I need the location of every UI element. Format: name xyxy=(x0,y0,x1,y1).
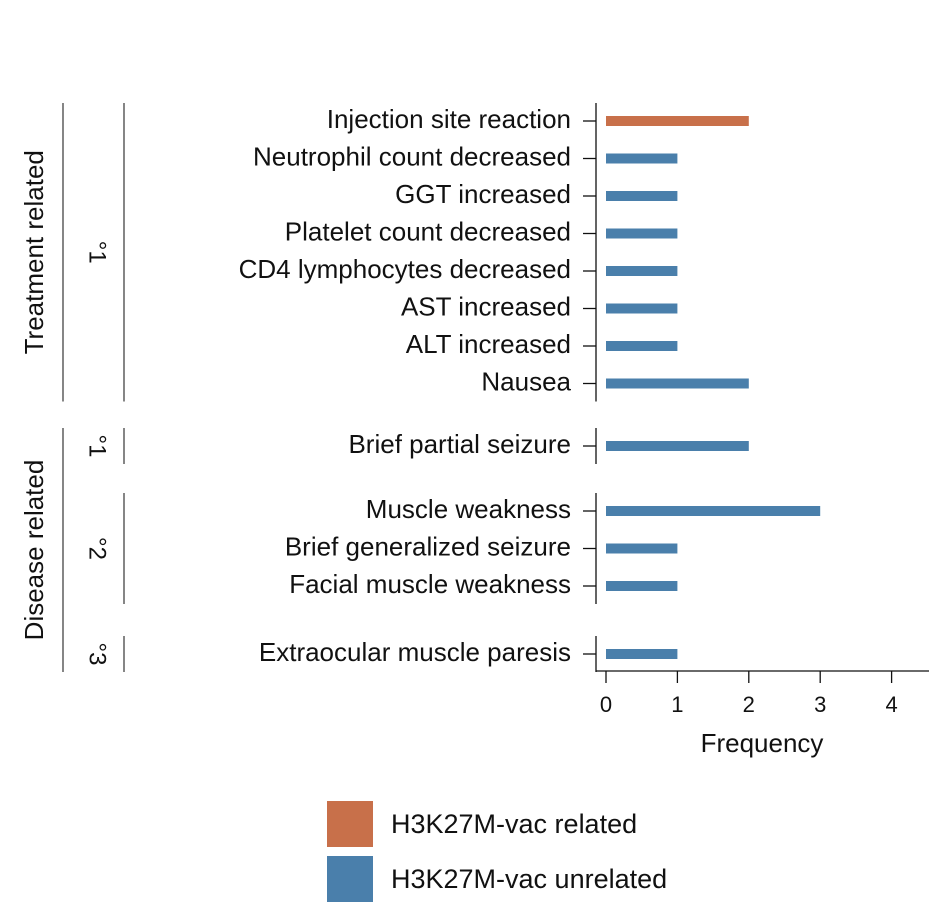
category-label-brief-generalized-seizure: Brief generalized seizure xyxy=(285,531,571,561)
group-label-disease-related: Disease related xyxy=(19,460,49,641)
category-label-cd4-lymphocytes-decreased: CD4 lymphocytes decreased xyxy=(239,254,571,284)
bar-platelet-count-decreased xyxy=(606,228,678,239)
category-label-ggt-increased: GGT increased xyxy=(395,179,571,209)
category-label-platelet-count-decreased: Platelet count decreased xyxy=(285,216,571,246)
bar-brief-generalized-seizure xyxy=(606,543,678,554)
category-label-nausea: Nausea xyxy=(481,366,571,396)
category-label-facial-muscle-weakness: Facial muscle weakness xyxy=(289,569,571,599)
legend-item-unrelated: H3K27M-vac unrelated xyxy=(327,856,667,902)
bar-brief-partial-seizure xyxy=(606,441,749,451)
bar-extraocular-muscle-paresis xyxy=(606,649,678,659)
group-label-treatment-related: Treatment related xyxy=(19,150,49,354)
x-tick-label: 0 xyxy=(600,692,612,717)
category-label-brief-partial-seizure: Brief partial seizure xyxy=(348,429,571,459)
bar-facial-muscle-weakness xyxy=(606,581,678,591)
legend-item-related: H3K27M-vac related xyxy=(327,801,637,847)
bar-injection-site-reaction xyxy=(606,116,749,126)
bar-neutrophil-count-decreased xyxy=(606,153,678,164)
bar-ast-increased xyxy=(606,303,678,314)
grade-label: °3 xyxy=(84,643,111,666)
bar-alt-increased xyxy=(606,341,678,351)
legend-label-related: H3K27M-vac related xyxy=(391,809,638,839)
bar-cd4-lymphocytes-decreased xyxy=(606,266,678,276)
bar-muscle-weakness xyxy=(606,506,821,516)
x-tick-label: 4 xyxy=(885,692,897,717)
grade-label: °2 xyxy=(84,537,111,560)
x-axis-label: Frequency xyxy=(701,728,824,758)
grade-label: °1 xyxy=(84,435,111,458)
grade-label: °1 xyxy=(84,241,111,264)
x-tick-label: 2 xyxy=(743,692,755,717)
category-label-neutrophil-count-decreased: Neutrophil count decreased xyxy=(253,141,571,171)
legend-label-unrelated: H3K27M-vac unrelated xyxy=(391,864,668,894)
category-label-ast-increased: AST increased xyxy=(401,291,571,321)
x-tick-label: 1 xyxy=(671,692,683,717)
legend-swatch-unrelated xyxy=(327,856,373,902)
category-label-extraocular-muscle-paresis: Extraocular muscle paresis xyxy=(259,637,571,667)
category-label-alt-increased: ALT increased xyxy=(406,329,571,359)
category-label-injection-site-reaction: Injection site reaction xyxy=(327,104,571,134)
legend-swatch-related xyxy=(327,801,373,847)
bar-nausea xyxy=(606,378,749,389)
category-label-muscle-weakness: Muscle weakness xyxy=(366,494,571,524)
bar-ggt-increased xyxy=(606,191,678,201)
adverse-events-chart: °1 Injection site reaction Neutrophil coun… xyxy=(19,103,929,758)
x-tick-label: 3 xyxy=(814,692,826,717)
